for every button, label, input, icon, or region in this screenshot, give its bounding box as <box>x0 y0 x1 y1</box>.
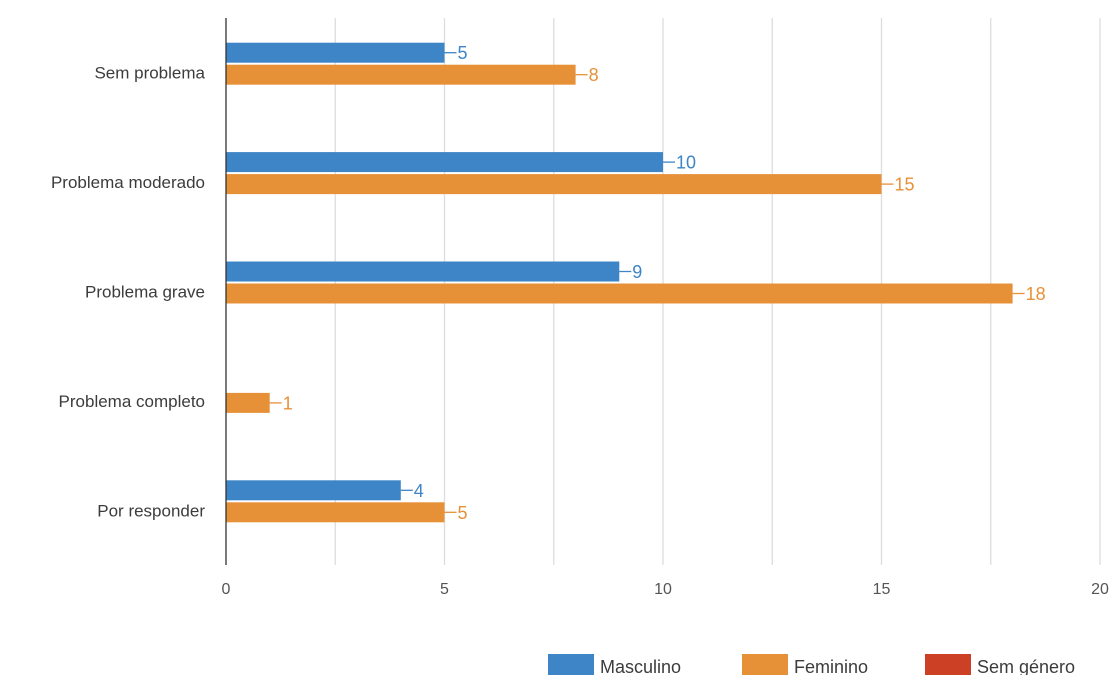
legend-item-sem-género[interactable]: Sem género <box>925 654 1075 678</box>
data-label: 1 <box>283 393 293 413</box>
data-label: 5 <box>458 43 468 63</box>
legend-swatch <box>742 654 788 678</box>
legend-label: Feminino <box>794 657 868 675</box>
category-label: Problema completo <box>59 392 205 411</box>
bar-masculino[interactable] <box>226 42 445 63</box>
data-label: 10 <box>676 153 696 173</box>
x-tick-label: 5 <box>440 581 449 598</box>
category-label: Por responder <box>97 501 205 520</box>
category-label: Sem problema <box>94 64 205 83</box>
bar-masculino[interactable] <box>226 152 663 173</box>
legend[interactable]: Masculino Feminino Sem género <box>548 654 1075 678</box>
legend-label: Masculino <box>600 657 681 675</box>
data-label: 5 <box>458 503 468 523</box>
bar-feminino[interactable] <box>226 502 445 523</box>
legend-item-masculino[interactable]: Masculino <box>548 654 681 678</box>
bar-feminino[interactable] <box>226 283 1013 304</box>
bar-masculino[interactable] <box>226 261 620 282</box>
bars <box>226 42 1013 523</box>
data-label: 4 <box>414 481 424 501</box>
bar-masculino[interactable] <box>226 480 401 501</box>
legend-item-feminino[interactable]: Feminino <box>742 654 868 678</box>
x-tick-label: 0 <box>222 581 231 598</box>
data-label: 9 <box>632 262 642 282</box>
data-label: 15 <box>895 175 915 195</box>
x-tick-label: 15 <box>873 581 891 598</box>
legend-label: Sem género <box>977 657 1075 675</box>
bar-feminino[interactable] <box>226 174 882 195</box>
bar-feminino[interactable] <box>226 392 270 413</box>
category-label: Problema grave <box>85 283 205 302</box>
x-tick-label: 20 <box>1091 581 1109 598</box>
x-tick-label: 10 <box>654 581 672 598</box>
legend-swatch <box>925 654 971 678</box>
data-label: 18 <box>1026 284 1046 304</box>
category-label: Problema moderado <box>51 173 205 192</box>
legend-swatch <box>548 654 594 678</box>
bar-feminino[interactable] <box>226 64 576 85</box>
data-label: 8 <box>589 65 599 85</box>
